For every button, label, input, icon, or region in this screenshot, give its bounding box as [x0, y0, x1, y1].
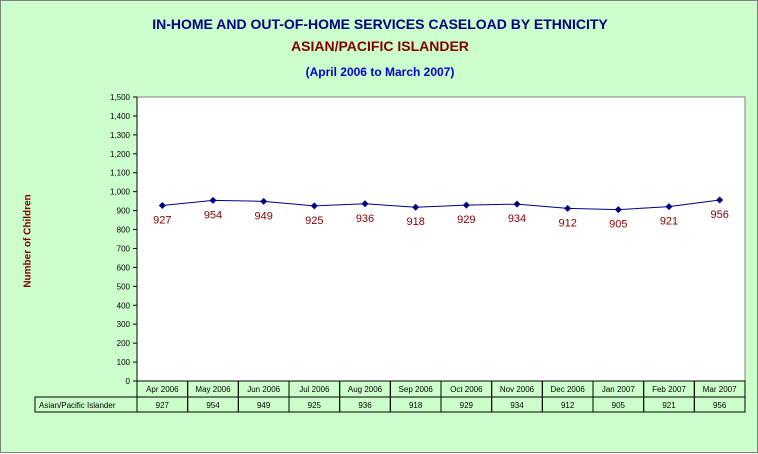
y-tick-label: 300 — [117, 320, 131, 329]
data-point — [665, 203, 673, 211]
y-tick-label: 700 — [117, 244, 131, 253]
data-label: 954 — [204, 209, 222, 221]
data-label: 925 — [305, 215, 323, 227]
data-point — [716, 196, 724, 204]
data-label: 929 — [457, 214, 475, 226]
data-label: 927 — [153, 214, 171, 226]
data-point — [513, 200, 521, 208]
data-point — [310, 202, 318, 210]
table-value: 921 — [662, 401, 676, 410]
plot-area — [136, 96, 746, 382]
x-tick-label: Jan 2007 — [602, 385, 635, 394]
data-point — [462, 201, 470, 209]
y-tick-label: 1,300 — [110, 131, 131, 140]
x-tick-label: Apr 2006 — [146, 385, 179, 394]
data-label: 912 — [558, 217, 576, 229]
data-point — [361, 200, 369, 208]
data-point — [209, 196, 217, 204]
x-tick-label: Dec 2006 — [551, 385, 586, 394]
y-tick-label: 400 — [117, 301, 131, 310]
x-tick-label: Sep 2006 — [399, 385, 434, 394]
table-value: 912 — [561, 401, 575, 410]
data-label: 949 — [254, 210, 272, 222]
data-point — [158, 201, 166, 209]
chart-period: (April 2006 to March 2007) — [305, 65, 455, 79]
y-tick-label: 800 — [117, 226, 131, 235]
data-point — [412, 203, 420, 211]
y-tick-label: 0 — [126, 377, 131, 386]
x-tick-label: Aug 2006 — [348, 385, 383, 394]
x-tick-label: Mar 2007 — [703, 385, 737, 394]
data-point — [614, 206, 622, 214]
x-tick-label: Nov 2006 — [500, 385, 535, 394]
x-tick-label: Oct 2006 — [450, 385, 483, 394]
data-point — [564, 204, 572, 212]
table-value: 905 — [612, 401, 626, 410]
x-tick-label: Jul 2006 — [299, 385, 330, 394]
table-value: 934 — [510, 401, 524, 410]
table-value: 936 — [358, 401, 372, 410]
x-tick-label: Feb 2007 — [652, 385, 686, 394]
table-value: 927 — [156, 401, 170, 410]
table-value: 949 — [257, 401, 271, 410]
table-value: 918 — [409, 401, 423, 410]
y-tick-label: 200 — [117, 339, 131, 348]
table-value: 925 — [308, 401, 322, 410]
table-value-cell — [693, 396, 746, 413]
chart-subtitle: ASIAN/PACIFIC ISLANDER — [291, 38, 469, 54]
series-line — [162, 199, 720, 211]
y-tick-label: 1,500 — [110, 93, 131, 102]
y-tick-label: 900 — [117, 207, 131, 216]
data-label: 918 — [406, 216, 424, 228]
y-tick-label: 1,000 — [110, 188, 131, 197]
y-tick-label: 100 — [117, 358, 131, 367]
y-tick-label: 1,400 — [110, 112, 131, 121]
chart-title: IN-HOME AND OUT-OF-HOME SERVICES CASELOA… — [152, 16, 608, 32]
y-tick-label: 1,100 — [110, 169, 131, 178]
data-point — [260, 197, 268, 205]
data-label: 936 — [356, 213, 374, 225]
y-tick-label: 500 — [117, 282, 131, 291]
table-value: 954 — [206, 401, 220, 410]
y-tick-label: 1,200 — [110, 150, 131, 159]
x-tick-label: Jun 2006 — [247, 385, 280, 394]
table-value: 956 — [713, 401, 727, 410]
table-value: 929 — [460, 401, 474, 410]
data-label: 956 — [710, 209, 728, 221]
y-tick-label: 600 — [117, 263, 131, 272]
data-label: 921 — [660, 216, 678, 228]
x-tick-label: May 2006 — [195, 385, 231, 394]
data-label: 934 — [508, 213, 526, 225]
data-label: 905 — [609, 219, 627, 231]
table-series-name: Asian/Pacific Islander — [39, 401, 116, 410]
